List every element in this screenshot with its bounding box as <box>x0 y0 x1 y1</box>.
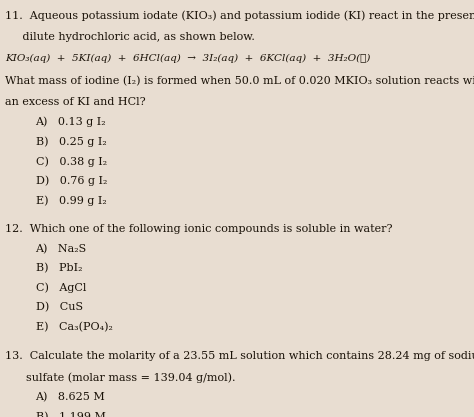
Text: A)   0.13 g I₂: A) 0.13 g I₂ <box>36 117 106 127</box>
Text: C)   0.38 g I₂: C) 0.38 g I₂ <box>36 156 107 166</box>
Text: What mass of iodine (I₂) is formed when 50.0 mL of 0.020 ΜKIO₃ solution reacts w: What mass of iodine (I₂) is formed when … <box>5 75 474 86</box>
Text: E)   0.99 g I₂: E) 0.99 g I₂ <box>36 195 106 206</box>
Text: D)   0.76 g I₂: D) 0.76 g I₂ <box>36 176 107 186</box>
Text: B)   0.25 g I₂: B) 0.25 g I₂ <box>36 136 106 147</box>
Text: D)   CuS: D) CuS <box>36 302 82 313</box>
Text: an excess of KI and HCl?: an excess of KI and HCl? <box>5 97 146 107</box>
Text: B)   PbI₂: B) PbI₂ <box>36 263 82 274</box>
Text: A)   8.625 M: A) 8.625 M <box>36 392 105 402</box>
Text: 13.  Calculate the molarity of a 23.55 mL solution which contains 28.24 mg of so: 13. Calculate the molarity of a 23.55 mL… <box>5 351 474 361</box>
Text: A)   Na₂S: A) Na₂S <box>36 244 87 254</box>
Text: B)   1.199 M: B) 1.199 M <box>36 412 105 417</box>
Text: sulfate (molar mass = 139.04 g/mol).: sulfate (molar mass = 139.04 g/mol). <box>5 372 235 383</box>
Text: KIO₃(aq)  +  5KI(aq)  +  6HCl(aq)  →  3I₂(aq)  +  6KCl(aq)  +  3H₂O(ℓ): KIO₃(aq) + 5KI(aq) + 6HCl(aq) → 3I₂(aq) … <box>5 54 370 63</box>
Text: E)   Ca₃(PO₄)₂: E) Ca₃(PO₄)₂ <box>36 322 112 332</box>
Text: 12.  Which one of the following ionic compounds is soluble in water?: 12. Which one of the following ionic com… <box>5 224 392 234</box>
Text: C)   AgCl: C) AgCl <box>36 283 86 293</box>
Text: 11.  Aqueous potassium iodate (KIO₃) and potassium iodide (KI) react in the pres: 11. Aqueous potassium iodate (KIO₃) and … <box>5 10 474 21</box>
Text: dilute hydrochloric acid, as shown below.: dilute hydrochloric acid, as shown below… <box>5 32 255 42</box>
